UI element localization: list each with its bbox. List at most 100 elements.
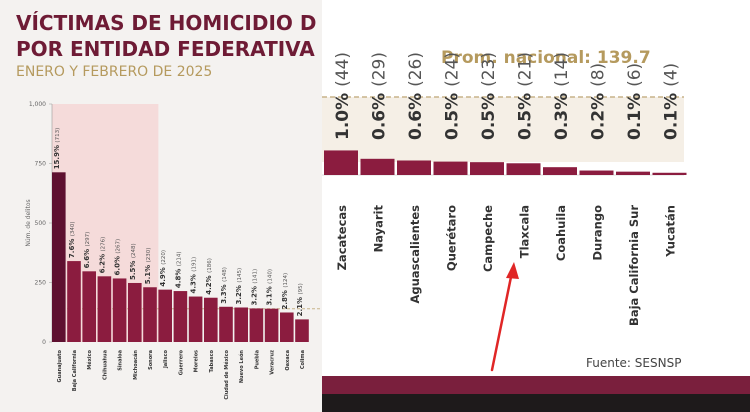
bar-value-label: 0.6% (26) <box>406 52 426 140</box>
bar-value-label: 0.2% (8) <box>589 63 609 140</box>
bar-11 <box>204 297 218 342</box>
bar-1 <box>52 172 66 342</box>
category-label: México <box>86 349 93 369</box>
count-label: (26) <box>406 52 426 87</box>
bar-10 <box>652 172 687 175</box>
bar-value-label: 7.6% (340) <box>68 221 76 258</box>
chart-title-line1: VÍCTIMAS DE HOMICIDIO D <box>16 11 317 35</box>
pct-label: 5.5% <box>129 258 137 280</box>
count-label: (140) <box>268 269 274 284</box>
bar-3 <box>397 160 431 175</box>
count-label: (21) <box>516 52 536 87</box>
category-label: Ciudad de México <box>223 349 230 399</box>
count-label: (148) <box>222 267 228 282</box>
pct-label: 3.2% <box>235 283 243 305</box>
y-tick-label: 750 <box>35 161 47 168</box>
bar-value-label: 3.2% (145) <box>235 268 243 305</box>
category-label: Sonora <box>148 350 154 370</box>
bar-5 <box>470 162 504 175</box>
pct-label: 4.8% <box>174 266 182 288</box>
count-label: (141) <box>252 269 258 284</box>
count-label: (248) <box>131 243 137 258</box>
chart-subtitle: ENERO Y FEBRERO DE 2025 <box>16 64 213 80</box>
bar-8 <box>158 289 172 342</box>
bar-value-label: 5.5% (248) <box>129 243 137 280</box>
left-bar-chart: 1,000 750 500 250 0 Núm. de delitos 15.9% (713… <box>25 101 322 400</box>
pct-label: 3.2% <box>250 284 258 306</box>
category-label: Nayarit <box>372 205 386 253</box>
bar-value-label: 0.3% (14) <box>552 52 572 140</box>
bar-4 <box>433 161 468 175</box>
bar-value-label: 0.5% (21) <box>516 52 536 140</box>
category-label: Oaxaca <box>285 350 291 371</box>
red-arrow-head <box>506 262 519 279</box>
category-label: Puebla <box>254 350 260 369</box>
bar-12 <box>219 306 233 342</box>
category-label: Durango <box>591 205 605 261</box>
category-label: Guanajuato <box>57 349 63 382</box>
count-label: (6) <box>625 63 645 87</box>
category-label: Aguascalientes <box>408 205 422 304</box>
bar-value-label: 5.1% (230) <box>144 248 152 285</box>
category-label: Campeche <box>481 205 495 272</box>
y-axis-label: Núm. de delitos <box>25 199 32 246</box>
bar-9 <box>173 291 188 342</box>
bar-10 <box>188 296 203 342</box>
pct-label: 6.0% <box>114 254 122 276</box>
pct-label: 7.6% <box>68 236 76 258</box>
pct-label: 0.6% <box>370 87 390 140</box>
pct-label: 0.2% <box>589 87 609 140</box>
bar-17 <box>295 319 309 342</box>
pct-label: 0.5% <box>443 87 463 140</box>
bar-value-label: 6.2% (276) <box>98 237 106 274</box>
category-label: Zacatecas <box>335 205 349 271</box>
footer-band-dark <box>322 394 750 412</box>
bar-value-label: 3.1% (140) <box>266 269 274 306</box>
y-tick-label: 250 <box>35 280 47 287</box>
count-label: (14) <box>552 52 572 87</box>
bar-value-label: 4.2% (186) <box>205 258 213 295</box>
bar-9 <box>616 171 650 175</box>
count-label: (230) <box>146 248 152 263</box>
category-label: Querétaro <box>445 205 459 271</box>
right-panel: Prom. nacional: 139.7 1.0% (44) Zacatecas 0… <box>322 0 750 412</box>
count-label: (340) <box>70 221 76 236</box>
category-label: Tabasco <box>209 349 215 372</box>
count-label: (8) <box>589 63 609 87</box>
y-tick-label: 1,000 <box>29 101 46 108</box>
count-label: (29) <box>370 52 390 87</box>
footer-band-maroon <box>322 376 750 394</box>
category-label: Jalisco <box>163 349 169 369</box>
category-label: Guerrero <box>178 349 184 375</box>
bar-value-label: 0.5% (23) <box>479 52 499 140</box>
bar-value-label: 2.8% (124) <box>281 273 289 310</box>
left-panel: VÍCTIMAS DE HOMICIDIO D POR ENTIDAD FEDE… <box>0 0 322 412</box>
pct-label: 6.2% <box>98 251 106 273</box>
bar-7 <box>143 287 157 342</box>
count-label: (4) <box>662 63 682 87</box>
bar-value-label: 4.3% (191) <box>190 257 198 294</box>
bar-1 <box>324 150 358 175</box>
category-label: Baja California <box>72 350 78 391</box>
category-label: Colima <box>300 350 306 369</box>
category-label: Tlaxcala <box>518 205 532 258</box>
category-label: Coahuila <box>554 205 568 261</box>
pct-label: 2.1% <box>296 295 304 317</box>
category-label: Chihuahua <box>102 350 108 380</box>
category-label: Baja California Sur <box>627 205 641 326</box>
category-label: Sinaloa <box>118 350 124 371</box>
category-label: Veracruz <box>270 350 276 375</box>
bar-13 <box>234 307 248 342</box>
bar-5 <box>112 278 127 342</box>
pct-label: 0.6% <box>406 87 426 140</box>
bar-6 <box>506 163 541 175</box>
category-label: Nuevo León <box>238 350 245 384</box>
pct-label: 0.3% <box>552 87 572 140</box>
source-note: Fuente: SESNSP <box>586 356 682 370</box>
bar-value-label: 4.9% (220) <box>159 250 167 287</box>
bar-value-label: 4.8% (214) <box>174 251 182 288</box>
bar-8 <box>579 170 614 175</box>
pct-label: 0.1% <box>662 87 682 140</box>
bar-value-label: 0.6% (29) <box>370 52 390 140</box>
pct-label: 15.9% <box>53 143 61 170</box>
